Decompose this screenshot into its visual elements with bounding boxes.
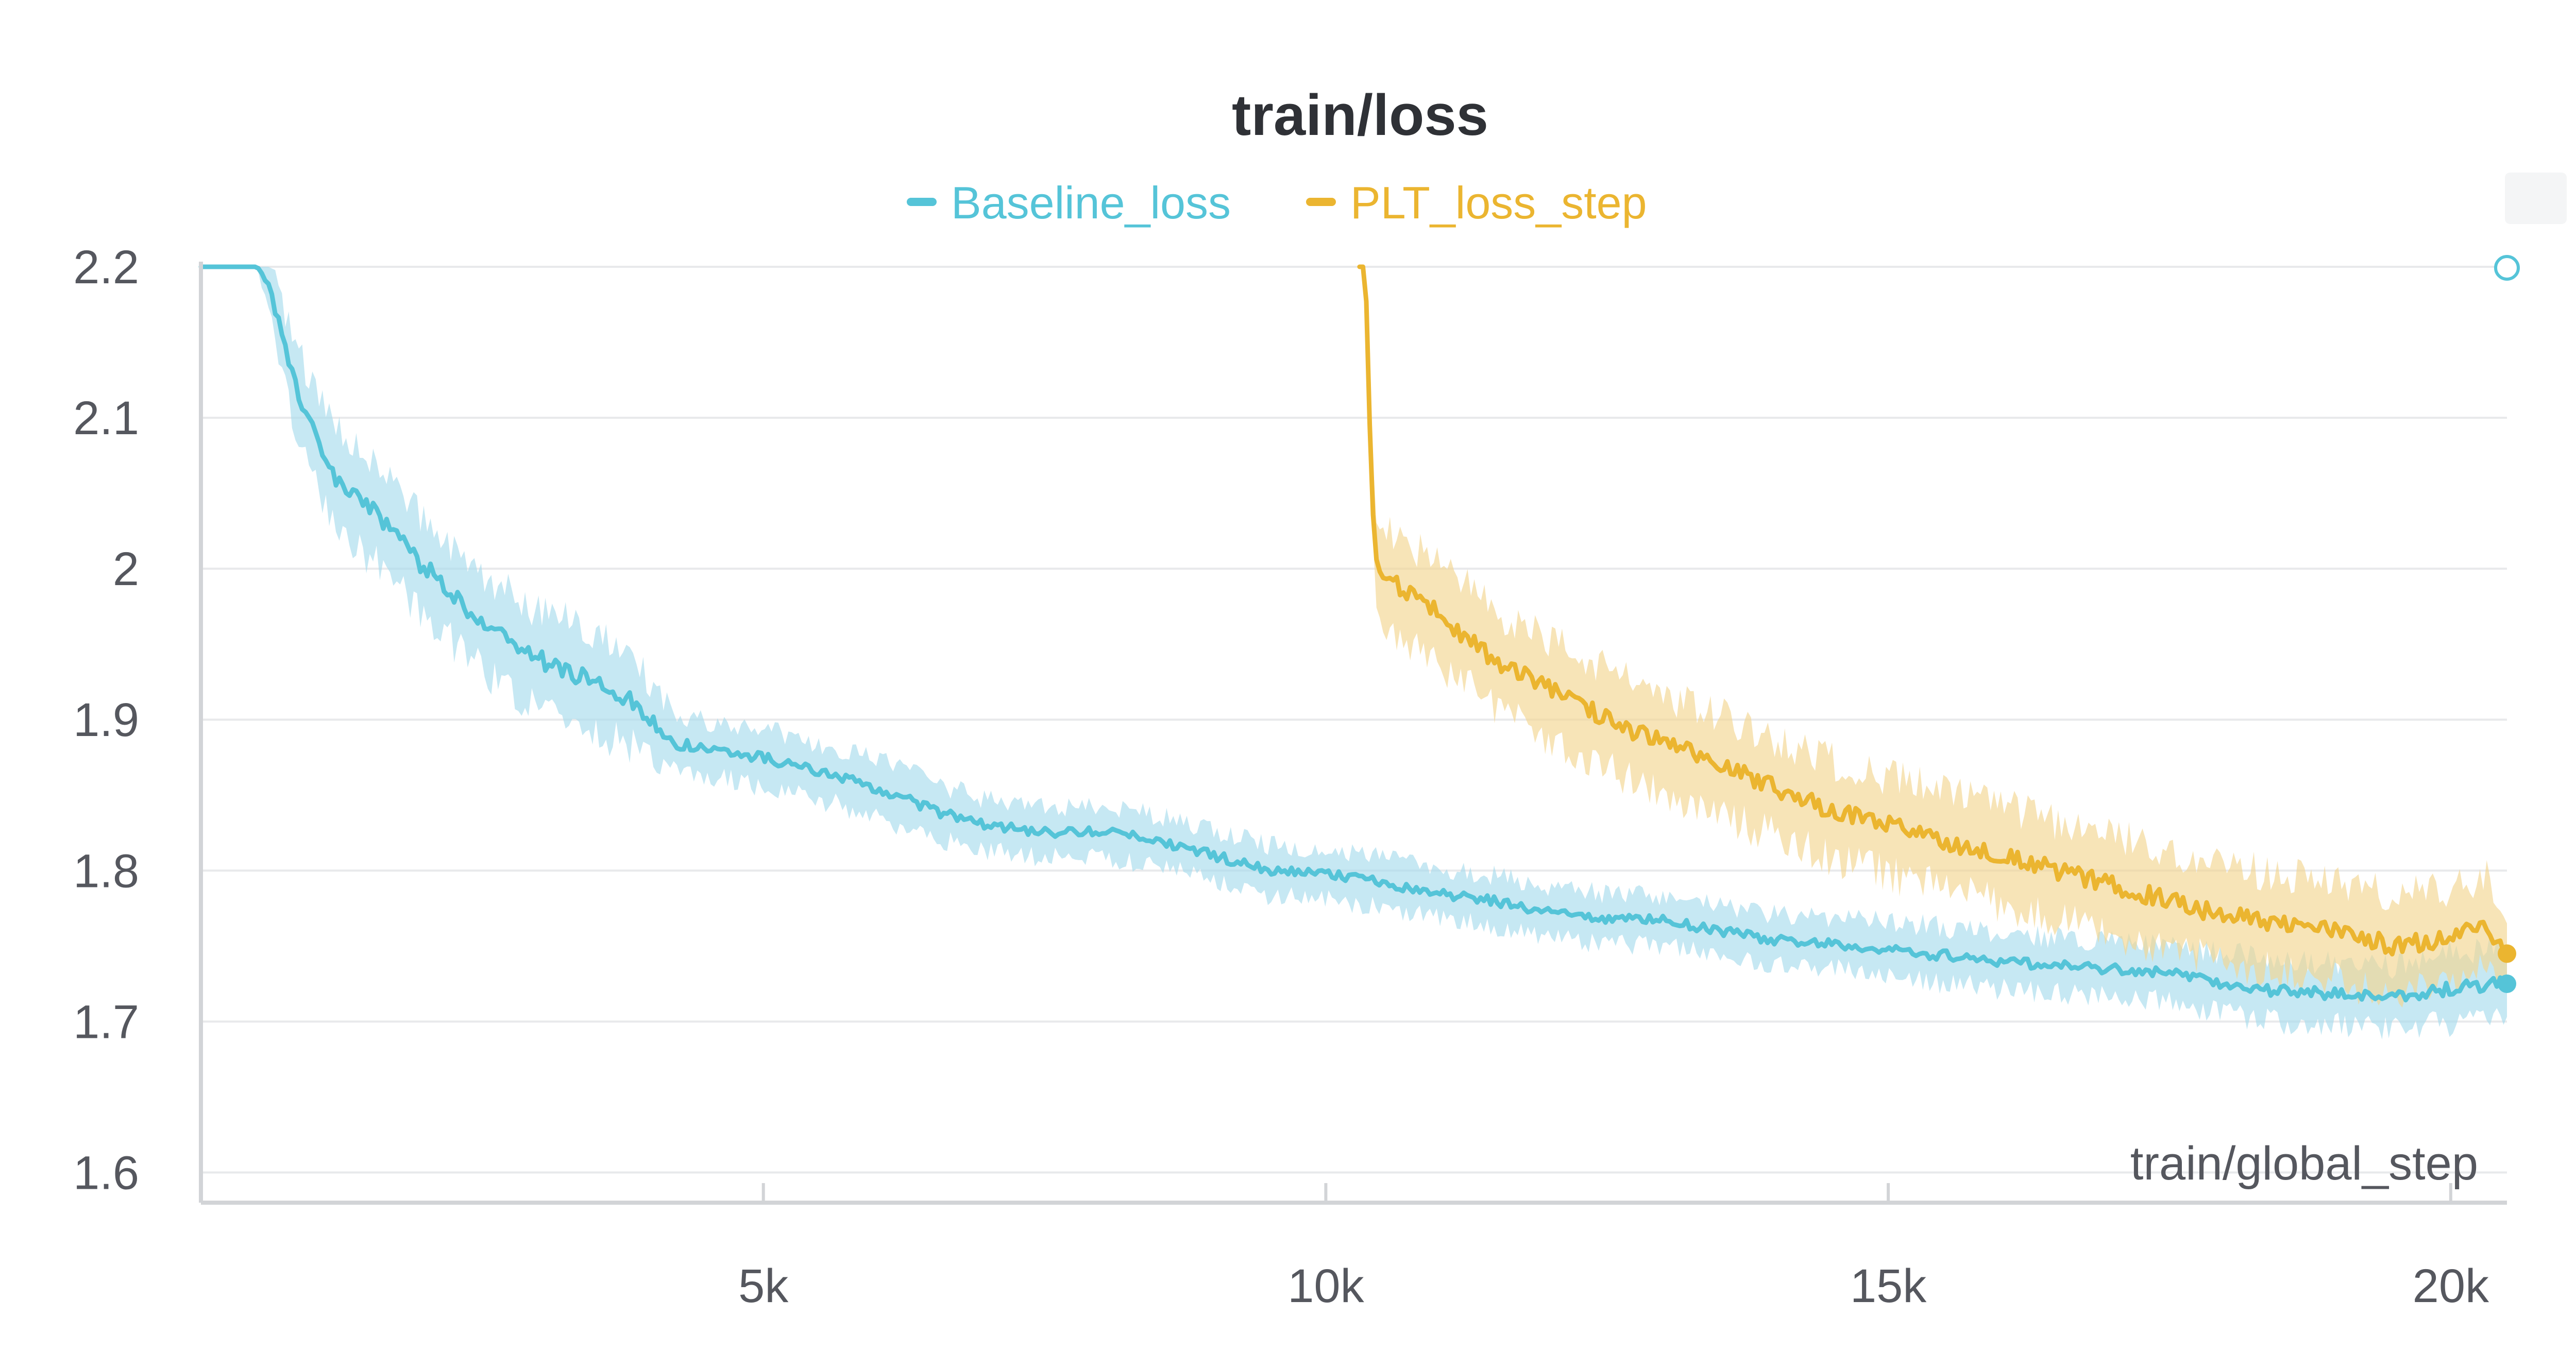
y-tick-label: 1.9 bbox=[73, 694, 139, 746]
panel-toolbar-button[interactable] bbox=[2505, 173, 2567, 224]
y-tick-label: 2 bbox=[113, 543, 139, 595]
series-line-PLT_loss_step bbox=[1357, 264, 2510, 957]
axes bbox=[199, 262, 2507, 1205]
end-markers[interactable] bbox=[2498, 944, 2516, 994]
legend-swatch bbox=[1306, 198, 1336, 206]
series-end-marker[interactable] bbox=[2498, 944, 2516, 963]
chart-title-group: train/loss bbox=[1232, 83, 1488, 147]
x-axis-ticks: 5k 10k 15k 20k bbox=[738, 1183, 2489, 1312]
y-tick-label: 2.2 bbox=[73, 241, 139, 294]
legend-item[interactable]: PLT_loss_step bbox=[1306, 177, 1647, 228]
legend[interactable]: Baseline_loss PLT_loss_step bbox=[907, 177, 1647, 228]
x-tick-label: 20k bbox=[2413, 1260, 2489, 1312]
grid bbox=[201, 266, 2507, 1174]
y-axis-ticks: 1.6 1.7 1.8 1.9 2 2.1 2.2 bbox=[73, 241, 139, 1199]
series-lines bbox=[198, 264, 2510, 1003]
x-tick-label: 15k bbox=[1850, 1260, 1927, 1312]
panel-widgets[interactable] bbox=[2494, 173, 2567, 281]
series-band-PLT_loss_step bbox=[1359, 267, 2507, 1008]
x-axis-label: train/global_step bbox=[2130, 1137, 2478, 1190]
legend-swatch bbox=[907, 198, 937, 206]
x-tick-label: 5k bbox=[738, 1260, 789, 1312]
y-tick-label: 1.6 bbox=[73, 1147, 139, 1199]
legend-label: Baseline_loss bbox=[951, 177, 1231, 228]
legend-label: PLT_loss_step bbox=[1350, 177, 1647, 228]
series-line-Baseline_loss bbox=[198, 264, 2510, 1003]
series-end-marker[interactable] bbox=[2498, 974, 2516, 994]
y-tick-label: 2.1 bbox=[73, 392, 139, 444]
x-tick-label: 10k bbox=[1287, 1260, 1364, 1312]
chart-title: train/loss bbox=[1232, 83, 1488, 147]
y-tick-label: 1.7 bbox=[73, 996, 139, 1048]
legend-item[interactable]: Baseline_loss bbox=[907, 177, 1231, 228]
y-tick-label: 1.8 bbox=[73, 845, 139, 897]
variance-bands bbox=[201, 267, 2507, 1039]
panel-status-indicator[interactable] bbox=[2494, 255, 2520, 281]
